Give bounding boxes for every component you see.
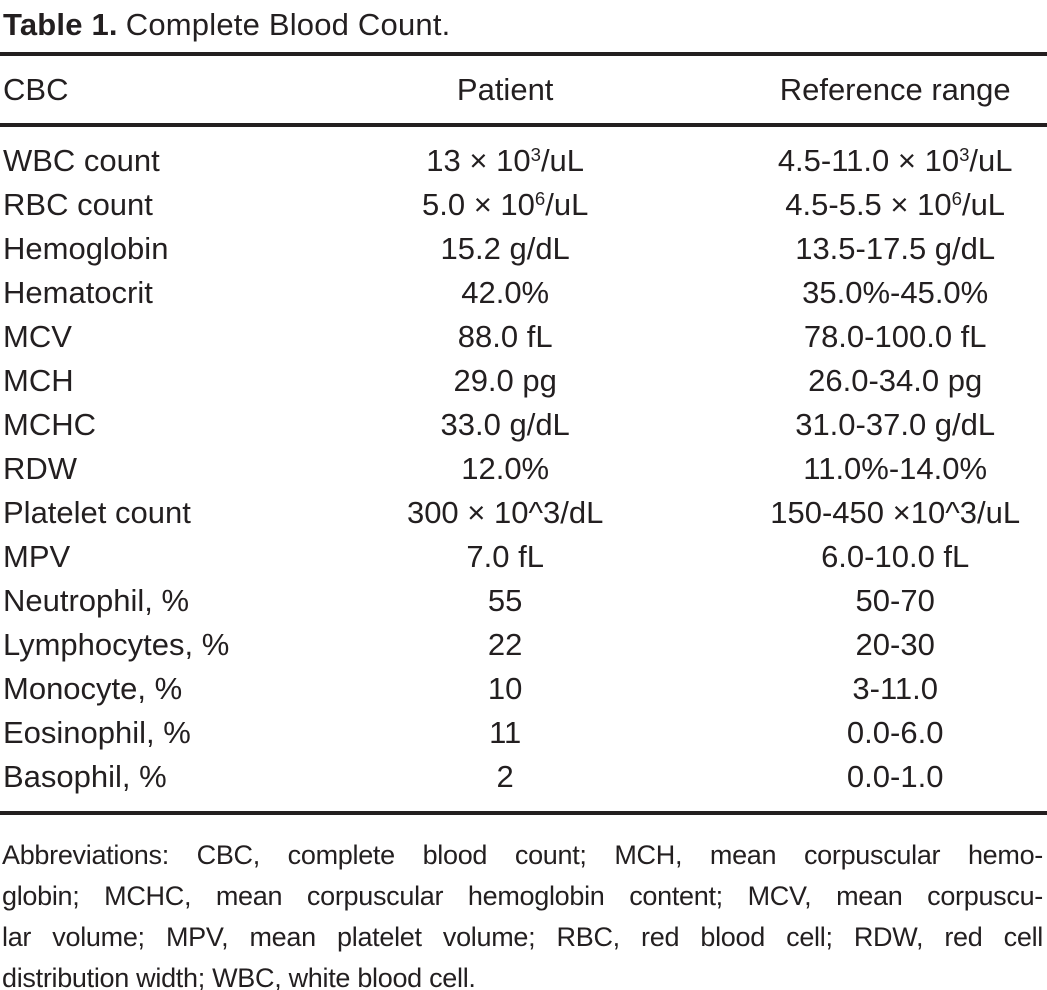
patient-value: 11: [489, 715, 522, 750]
row-label: RDW: [3, 451, 78, 486]
reference-value: 13.5-17.5 g/dL: [795, 231, 996, 266]
table-row: MPV 7.0 fL 6.0-10.0 fL: [0, 535, 1047, 579]
cbc-table: CBC Patient Reference range WBC count 13 …: [0, 52, 1047, 815]
reference-value: 6.0-10.0 fL: [821, 539, 970, 574]
reference-value: 150-450 ×10^3/uL: [770, 495, 1021, 530]
row-label: Lymphocytes, %: [3, 627, 230, 662]
reference-value: 11.0%-14.0%: [803, 451, 988, 486]
row-label: MCV: [3, 319, 72, 354]
footnote-line-2: globin; MCHC, mean corpuscular hemoglobi…: [2, 881, 1043, 911]
table-row: Monocyte, % 10 3-11.0: [0, 667, 1047, 711]
patient-value: 88.0 fL: [457, 319, 553, 354]
table-title: Table 1. Complete Blood Count.: [0, 0, 1047, 44]
table-footnote: Abbreviations: CBC, complete blood count…: [0, 835, 1047, 990]
header-row: CBC Patient Reference range: [0, 54, 1047, 127]
patient-value: 55: [487, 583, 523, 618]
table-row: Platelet count 300 × 10^3/dL 150-450 ×10^3…: [0, 491, 1047, 535]
table-row: Eosinophil, % 11 0.0-6.0: [0, 711, 1047, 755]
footnote-line-1: Abbreviations: CBC, complete blood count…: [2, 840, 1043, 870]
row-label: Basophil, %: [3, 759, 167, 794]
superscript: 6: [534, 187, 546, 209]
superscript: 3: [959, 143, 970, 165]
patient-value: 2: [496, 759, 514, 794]
patient-value: 29.0 pg: [453, 363, 557, 398]
patient-value: 300 × 10^3/dL: [406, 495, 604, 530]
reference-value: 4.5-11.0 × 103/uL: [777, 143, 1013, 178]
patient-value: 12.0%: [461, 451, 550, 486]
reference-value: 78.0-100.0 fL: [803, 319, 987, 354]
patient-value: 42.0%: [461, 275, 550, 310]
row-label: Neutrophil, %: [3, 583, 190, 618]
patient-value: 5.0 × 106/uL: [421, 187, 589, 222]
table-row: MCV 88.0 fL 78.0-100.0 fL: [0, 315, 1047, 359]
table-row: MCH 29.0 pg 26.0-34.0 pg: [0, 359, 1047, 403]
superscript: 3: [530, 143, 541, 165]
table-row: Neutrophil, % 55 50-70: [0, 579, 1047, 623]
row-label: MPV: [3, 539, 71, 574]
reference-value: 0.0-1.0: [846, 759, 944, 794]
reference-value: 4.5-5.5 × 106/uL: [785, 187, 1006, 222]
column-header-reference: Reference range: [743, 54, 1047, 127]
footnote-line-4: distribution width; WBC, white blood cel…: [2, 963, 476, 990]
table-body: WBC count 13 × 103/uL 4.5-11.0 × 103/uL RBC…: [0, 125, 1047, 813]
table-row: Basophil, % 2 0.0-1.0: [0, 755, 1047, 813]
table-row: Hematocrit 42.0% 35.0%-45.0%: [0, 271, 1047, 315]
reference-value: 0.0-6.0: [846, 715, 944, 750]
row-label: Hematocrit: [3, 275, 153, 310]
table-row: MCHC 33.0 g/dL 31.0-37.0 g/dL: [0, 403, 1047, 447]
column-header-cbc: CBC: [0, 54, 267, 127]
reference-value: 20-30: [855, 627, 935, 662]
reference-value: 31.0-37.0 g/dL: [795, 407, 996, 442]
table-row: Hemoglobin 15.2 g/dL 13.5-17.5 g/dL: [0, 227, 1047, 271]
row-label: Monocyte, %: [3, 671, 183, 706]
patient-value: 7.0 fL: [466, 539, 544, 574]
row-label: WBC count: [3, 143, 160, 178]
row-label: MCH: [3, 363, 74, 398]
table-number: Table 1.: [3, 7, 118, 42]
table-row: RBC count 5.0 × 106/uL 4.5-5.5 × 106/uL: [0, 183, 1047, 227]
row-label: MCHC: [3, 407, 96, 442]
row-label: Hemoglobin: [3, 231, 169, 266]
reference-value: 50-70: [855, 583, 935, 618]
reference-value: 35.0%-45.0%: [802, 275, 989, 310]
table-caption: Complete Blood Count.: [125, 7, 451, 42]
table-row: RDW 12.0% 11.0%-14.0%: [0, 447, 1047, 491]
patient-value: 10: [487, 671, 523, 706]
column-header-patient: Patient: [266, 54, 744, 127]
table-row: Lymphocytes, % 22 20-30: [0, 623, 1047, 667]
row-label: Eosinophil, %: [3, 715, 191, 750]
table-row: WBC count 13 × 103/uL 4.5-11.0 × 103/uL: [0, 125, 1047, 183]
superscript: 6: [951, 187, 962, 209]
patient-value: 13 × 103/uL: [426, 143, 585, 178]
row-label: Platelet count: [3, 495, 191, 530]
patient-value: 33.0 g/dL: [440, 407, 570, 442]
reference-value: 26.0-34.0 pg: [808, 363, 983, 398]
patient-value: 15.2 g/dL: [440, 231, 570, 266]
row-label: RBC count: [3, 187, 153, 222]
footnote-line-3: lar volume; MPV, mean platelet volume; R…: [2, 922, 1043, 952]
patient-value: 22: [487, 627, 523, 662]
reference-value: 3-11.0: [852, 671, 938, 706]
